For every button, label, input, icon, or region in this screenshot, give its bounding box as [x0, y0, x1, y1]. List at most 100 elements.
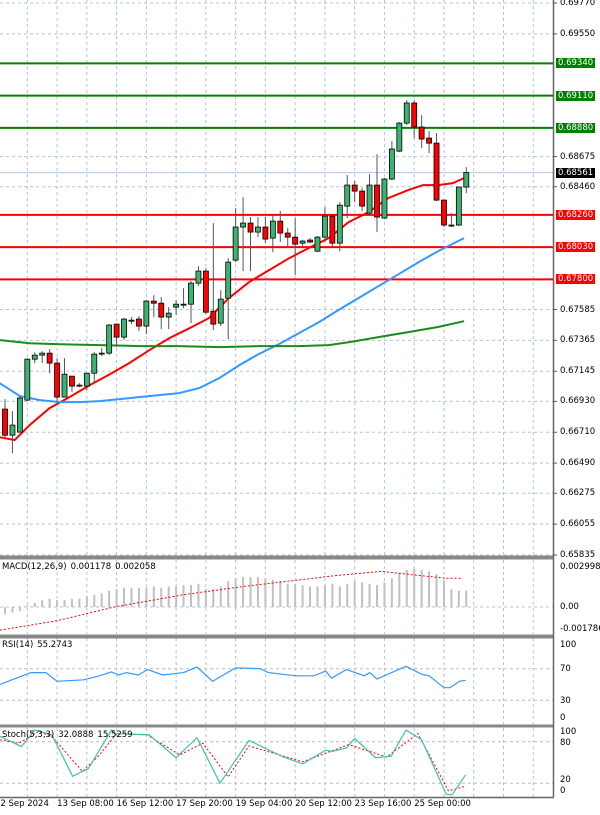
macd-histogram-bar [100, 593, 103, 607]
candle-bullish [121, 318, 127, 338]
price-axis-label: 0.66710 [560, 427, 596, 438]
macd-histogram-bar [346, 583, 349, 607]
macd-histogram-bar [93, 594, 96, 607]
candle-bullish [16, 397, 23, 433]
candle-bearish [374, 184, 380, 218]
price-axis-label: 0.69770 [560, 0, 596, 8]
macd-axis-label: 0.00 [560, 602, 579, 612]
macd-histogram-bar [442, 581, 445, 607]
price-axis-label: 0.66930 [560, 396, 596, 407]
macd-histogram-bar [108, 590, 111, 607]
ma-medium-line [0, 237, 465, 404]
price-axis-label: 0.68675 [560, 151, 596, 162]
candle-bullish [173, 303, 180, 308]
macd-histogram-bar [338, 586, 341, 607]
macd-histogram-bar [286, 583, 289, 607]
macd-name: MACD(12,26,9) [2, 562, 67, 572]
price-axis-label: 0.66055 [560, 519, 596, 530]
candle-bullish [225, 261, 232, 299]
candle-bullish [91, 353, 98, 374]
ma-fast-line [0, 177, 465, 442]
candle-bullish [143, 300, 150, 327]
macd-histogram-bar [145, 587, 148, 607]
macd-histogram-bar [323, 585, 326, 607]
macd-histogram-bar [48, 598, 51, 607]
macd-histogram-bar [390, 578, 393, 607]
candle-bearish [426, 137, 432, 144]
stoch-main-line [0, 729, 466, 796]
macd-histogram-bar [26, 605, 29, 607]
price-axis-label: 0.69550 [560, 28, 596, 39]
macd-histogram-bar [271, 579, 274, 607]
macd-histogram-bar [376, 585, 378, 607]
price-axis-label: 0.68460 [560, 181, 596, 192]
price-axis-label: 0.67145 [560, 366, 596, 377]
candle-bullish [31, 354, 38, 360]
price-axis-label: 0.66490 [560, 458, 596, 469]
candle-bullish [396, 122, 403, 152]
time-axis-label: 23 Sep 16:00 [354, 799, 412, 809]
candle-bullish [255, 226, 261, 233]
macd-histogram-bar [175, 586, 178, 607]
macd-histogram-bar [18, 607, 21, 612]
candle-bullish [61, 373, 68, 398]
macd-histogram-bar [331, 583, 334, 607]
candle-bearish [69, 375, 75, 387]
time-axis-label: 19 Sep 04:00 [235, 799, 293, 809]
candle-bearish [351, 184, 358, 192]
candle-bearish [418, 126, 425, 140]
time-axis-label: 16 Sep 12:00 [116, 799, 174, 809]
macd-histogram-bar [435, 574, 438, 607]
macd-histogram-bar [70, 598, 73, 607]
macd-histogram-bar [4, 607, 6, 614]
candle-bullish [403, 102, 410, 124]
macd-axis-label: 0.002998 [560, 562, 600, 572]
macd-histogram-bar [160, 587, 163, 607]
candle-bearish [411, 102, 418, 128]
price-axis-label: 0.67585 [560, 304, 596, 315]
candle-bullish [240, 222, 246, 228]
macd-signal-value: 0.002058 [115, 562, 156, 572]
level-price-label: 0.68260 [556, 209, 596, 220]
price-axis-label: 0.65835 [560, 550, 596, 560]
candle-bullish [24, 358, 31, 401]
stoch-main-value: 32.0888 [58, 730, 94, 740]
stoch-name: Stoch(5,3,3) [2, 730, 55, 740]
rsi-value: 55.2743 [37, 640, 73, 650]
candle-bearish [329, 215, 336, 244]
time-axis-label: 12 Sep 2024 [0, 799, 49, 809]
macd-histogram-bar [353, 581, 356, 607]
candle-bearish [54, 362, 60, 398]
candle-bearish [307, 239, 313, 243]
macd-histogram-bar [234, 578, 237, 607]
candle-bullish [76, 384, 83, 387]
macd-signal-line [0, 570, 462, 631]
candle-bullish [322, 215, 328, 238]
stoch-axis-label: 100 [560, 727, 577, 737]
candle-bullish [188, 282, 194, 305]
macd-axis-label: -0.001786 [560, 624, 600, 634]
macd-histogram-bar [152, 586, 155, 607]
macd-histogram-bar [85, 596, 88, 607]
candle-bearish [247, 222, 254, 233]
macd-histogram-bar [137, 587, 140, 607]
macd-histogram-bar [420, 570, 423, 607]
candle-bullish [232, 226, 239, 261]
level-price-label: 0.67800 [556, 274, 596, 285]
stoch-axis-label: 0 [560, 786, 566, 796]
stoch-axis-label: 20 [560, 775, 571, 785]
macd-histogram-bar [115, 589, 118, 607]
time-axis-label: 13 Sep 08:00 [57, 799, 114, 809]
macd-histogram-bar [33, 602, 36, 607]
rsi-title: RSI(14) 55.2743 [2, 640, 76, 650]
macd-histogram-bar [450, 589, 453, 607]
candle-bullish [344, 184, 351, 207]
candle-bearish [262, 226, 269, 240]
macd-histogram-bar [63, 600, 66, 607]
candle-bullish [381, 178, 388, 219]
macd-histogram-bar [78, 598, 81, 607]
stoch-axis-label: 80 [560, 738, 571, 748]
candle-bullish [165, 312, 172, 318]
candle-bullish [463, 172, 470, 188]
